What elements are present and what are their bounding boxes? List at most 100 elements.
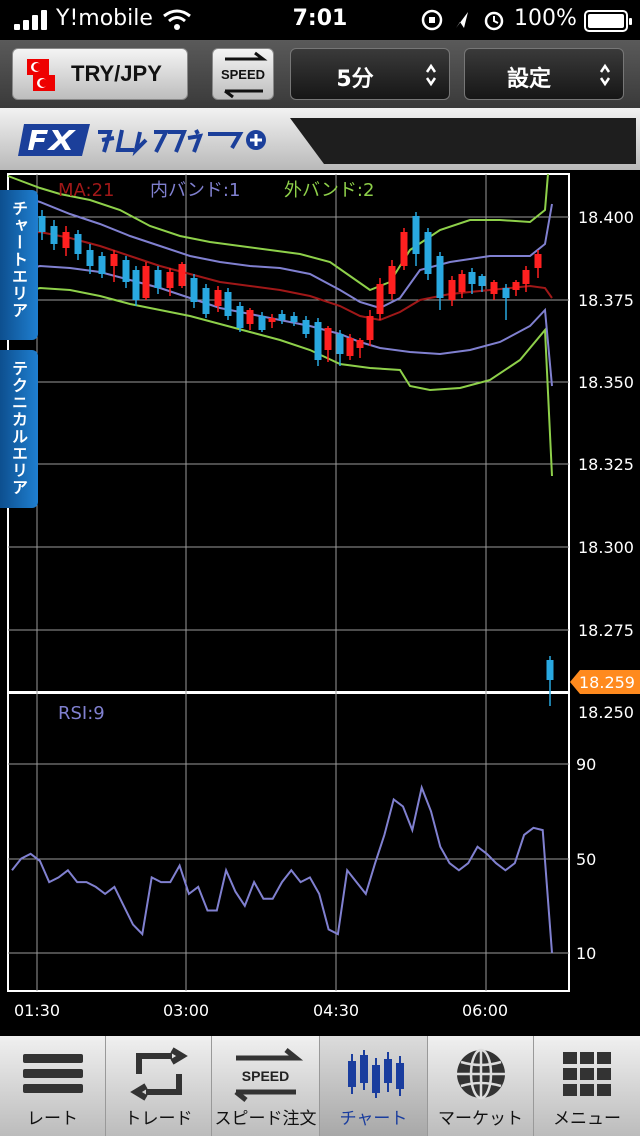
candle-body — [436, 256, 444, 298]
candle-body — [458, 274, 466, 292]
rsi-tick: 50 — [576, 850, 596, 869]
tab-label: スピード注文 — [214, 1109, 317, 1129]
time-tick: 03:00 — [163, 1001, 209, 1020]
candle-body — [346, 338, 354, 356]
candle-body — [178, 264, 186, 286]
candle-body — [202, 288, 210, 314]
currency-pair-button[interactable]: TRY/JPY — [12, 48, 188, 100]
brand-panel-decoration — [290, 118, 636, 164]
candle-body — [110, 254, 118, 266]
price-tick: 18.400 — [578, 208, 634, 227]
tab-label: チャート — [339, 1109, 408, 1129]
status-bar: Y!mobile 7:01 100% — [0, 0, 640, 40]
wifi-icon — [163, 9, 191, 30]
candle-body — [302, 320, 310, 334]
settings-value: 設定 — [506, 67, 551, 92]
tab-label: トレード — [124, 1109, 193, 1129]
candle-body — [224, 292, 232, 316]
rsi-indicator — [11, 784, 553, 954]
refresh-icon — [130, 1047, 188, 1101]
candle-body — [324, 328, 332, 350]
updown-arrow-icon — [599, 63, 611, 87]
candle-body — [336, 334, 344, 354]
tab-market[interactable]: マーケット — [428, 1036, 534, 1136]
candle-body — [50, 226, 58, 244]
tab-trade[interactable]: トレード — [106, 1036, 212, 1136]
carrier-name: Y!mobile — [56, 6, 153, 31]
candle-body — [478, 276, 486, 286]
candle-body — [522, 270, 530, 284]
candle-body — [62, 232, 70, 248]
candle-body — [424, 232, 432, 274]
price-tick: 18.300 — [578, 538, 634, 557]
price-tick: 18.325 — [578, 455, 634, 474]
globe-icon — [457, 1048, 505, 1100]
rsi-tick: 10 — [576, 944, 596, 963]
tab-speed-order[interactable]: SPEED スピード注文 — [212, 1036, 320, 1136]
candle-body — [38, 216, 46, 232]
chart-toolbar: TRY/JPY SPEED 5分 設定 — [0, 40, 640, 108]
price-tick: 18.275 — [578, 621, 634, 640]
candle-body — [448, 280, 456, 300]
chart-area[interactable]: MA:21 内バンド:1 外バンド:2 18.400 18.375 18.350… — [0, 170, 640, 1036]
candle-body — [246, 310, 254, 324]
tab-rate[interactable]: レート — [0, 1036, 106, 1136]
current-price-value: 18.259 — [579, 673, 635, 692]
inner-band-lower — [7, 264, 553, 387]
interval-dropdown[interactable]: 5分 — [290, 48, 450, 100]
legend-outer-band: 外バンド:2 — [284, 180, 374, 201]
tab-label: レート — [27, 1109, 78, 1129]
candle-body — [122, 260, 130, 282]
candle-body — [512, 282, 520, 290]
chart-area-tab[interactable]: チャートエリア — [0, 190, 38, 340]
list-icon — [23, 1054, 83, 1093]
candle-body — [400, 232, 408, 266]
candle-body — [356, 340, 364, 348]
brand-bar — [0, 108, 640, 170]
price-tick: 18.350 — [578, 373, 634, 392]
candle-body — [534, 254, 542, 268]
signal-icon — [14, 10, 50, 30]
swap-arrows-icon — [224, 51, 268, 99]
speed-order-button[interactable]: SPEED — [212, 48, 274, 100]
candle-body — [278, 314, 286, 320]
speed-label: SPEED — [220, 67, 266, 82]
candle-body — [132, 270, 140, 300]
outer-band-lower — [7, 286, 553, 477]
price-tick: 18.250 — [578, 703, 634, 722]
inner-band-upper — [7, 191, 553, 310]
candle-body — [190, 278, 198, 302]
speed-icon-label: SPEED — [241, 1068, 290, 1084]
tab-menu[interactable]: メニュー — [534, 1036, 640, 1136]
outer-band-upper — [7, 173, 549, 292]
bollinger-bands — [7, 173, 553, 477]
status-icons — [421, 9, 504, 31]
technical-area-tab[interactable]: テクニカルエリア — [0, 350, 38, 508]
candle-body — [502, 288, 510, 298]
candle-body — [154, 270, 162, 288]
tab-chart[interactable]: チャート — [320, 1036, 428, 1136]
updown-arrow-icon — [425, 63, 437, 87]
battery-icon — [584, 10, 632, 32]
candle-body — [166, 272, 174, 288]
fx-direct-logo — [18, 124, 266, 157]
currency-pair-label: TRY/JPY — [71, 61, 162, 86]
legend-ma: MA:21 — [58, 180, 115, 201]
bottom-tab-bar: レート トレード SPEED スピード注文 チャート — [0, 1036, 640, 1136]
grid-lines — [8, 174, 569, 991]
rsi-label: RSI:9 — [58, 703, 105, 724]
candle-body — [142, 266, 150, 298]
settings-dropdown[interactable]: 設定 — [464, 48, 624, 100]
candlesticks — [38, 210, 554, 706]
speed-icon — [234, 1048, 304, 1102]
candle-body — [388, 266, 396, 294]
technical-area-tab-label: テクニカルエリア — [9, 360, 28, 496]
clock: 7:01 — [292, 6, 348, 31]
candle-body — [546, 660, 554, 680]
chart-canvas[interactable]: MA:21 内バンド:1 外バンド:2 18.400 18.375 18.350… — [0, 170, 640, 1036]
candle-body — [98, 256, 106, 274]
rsi-pane-frame — [7, 692, 570, 992]
chart-area-tab-label: チャートエリア — [9, 200, 28, 319]
candle-body — [490, 282, 498, 294]
moving-average-line — [7, 230, 553, 322]
